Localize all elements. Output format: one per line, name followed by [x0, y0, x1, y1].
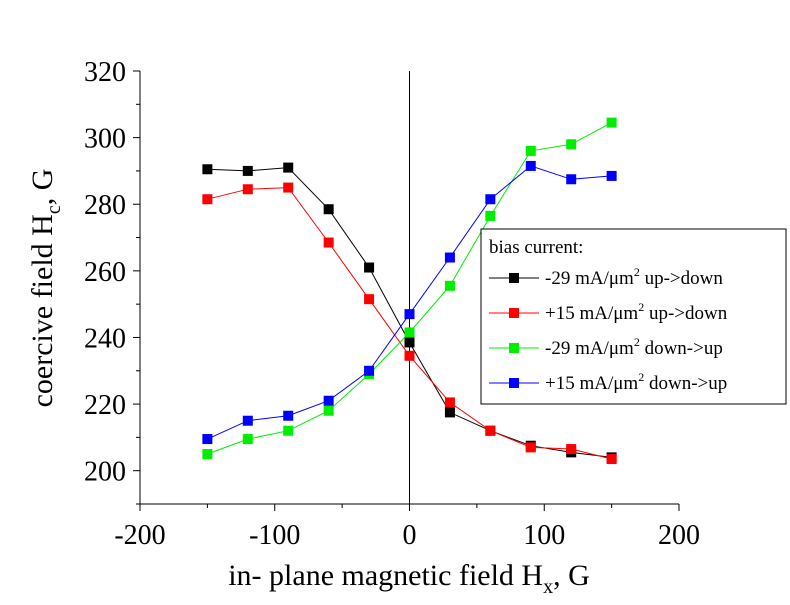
y-tick-label: 220	[84, 390, 126, 421]
data-point	[606, 117, 617, 128]
data-point	[323, 395, 334, 406]
data-point	[364, 262, 375, 273]
data-point	[242, 415, 253, 426]
x-tick-label: -200	[114, 520, 165, 551]
data-point	[525, 160, 536, 171]
x-axis-title: in- plane magnetic field Hx, G	[228, 559, 590, 598]
data-point	[242, 184, 253, 195]
data-point	[364, 294, 375, 305]
data-point	[566, 139, 577, 150]
x-tick-label: -100	[249, 520, 300, 551]
data-point	[444, 252, 455, 263]
data-point	[283, 182, 294, 193]
y-tick-label: 260	[84, 257, 126, 288]
data-point	[444, 407, 455, 418]
legend-entry-1: -29 mA/μm2 up->down	[489, 265, 723, 289]
data-point	[323, 237, 334, 248]
data-point	[364, 365, 375, 376]
legend-label: +15 mA/μm2 down->up	[545, 370, 727, 394]
data-point	[242, 434, 253, 445]
data-point	[323, 204, 334, 215]
legend-marker	[509, 378, 519, 388]
y-axis-title: coercive field Hc, G	[26, 169, 65, 408]
data-point	[566, 444, 577, 455]
legend-marker	[509, 343, 519, 353]
legend-entries: -29 mA/μm2 up->down +15 mA/μm2 up->down -2…	[489, 265, 728, 394]
series-2	[202, 182, 617, 465]
legend-entry-4: +15 mA/μm2 down->up	[489, 370, 727, 394]
legend-label: +15 mA/μm2 up->down	[545, 300, 728, 324]
axes: -200 -100 0 100 200 200 220 240 260 280 300 320	[84, 57, 700, 551]
x-tick-label: 100	[523, 520, 565, 551]
data-point	[283, 410, 294, 421]
data-point	[444, 280, 455, 291]
data-point	[202, 449, 213, 460]
data-point	[444, 397, 455, 408]
data-point	[283, 162, 294, 173]
data-point	[404, 327, 415, 338]
data-point	[485, 210, 496, 221]
data-point	[485, 425, 496, 436]
data-point	[404, 337, 415, 348]
x-axis-title-sub: x	[543, 576, 553, 598]
data-point	[202, 434, 213, 445]
x-tick-label: 0	[403, 520, 417, 551]
y-tick-label: 280	[84, 190, 126, 221]
legend-label: -29 mA/μm2 down->up	[545, 335, 723, 359]
series-layer	[202, 117, 617, 465]
y-tick-label: 240	[84, 323, 126, 354]
data-point	[485, 194, 496, 205]
x-tick-label: 200	[658, 520, 700, 551]
y-tick-label: 200	[84, 457, 126, 488]
y-axis-title-sub: c	[43, 205, 65, 214]
y-tick-label: 300	[84, 124, 126, 155]
data-point	[606, 170, 617, 181]
data-point	[566, 174, 577, 185]
legend: bias current: -29 mA/μm2 up->down +15 mA/…	[480, 228, 787, 405]
legend-box	[480, 228, 787, 405]
legend-label: -29 mA/μm2 up->down	[545, 265, 723, 289]
data-point	[242, 165, 253, 176]
legend-entry-2: +15 mA/μm2 up->down	[489, 300, 728, 324]
legend-marker	[509, 308, 519, 318]
series-4	[202, 160, 617, 445]
legend-marker	[509, 273, 519, 283]
data-point	[525, 442, 536, 453]
y-tick-label: 320	[84, 57, 126, 88]
legend-title: bias current:	[489, 237, 583, 258]
data-point	[323, 405, 334, 416]
data-point	[404, 309, 415, 320]
data-point	[404, 350, 415, 361]
data-point	[606, 454, 617, 465]
data-point	[202, 164, 213, 175]
legend-entry-3: -29 mA/μm2 down->up	[489, 335, 723, 359]
data-point	[525, 145, 536, 156]
data-point	[283, 425, 294, 436]
data-point	[202, 194, 213, 205]
